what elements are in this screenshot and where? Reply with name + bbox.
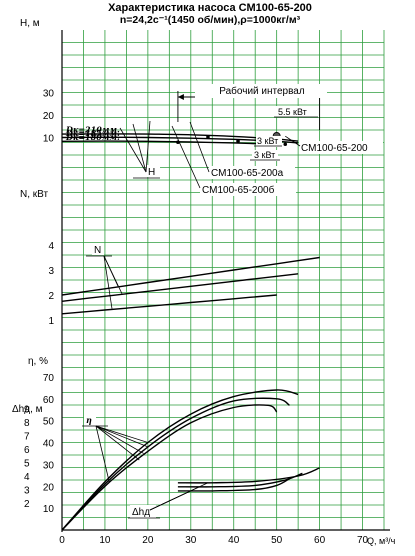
x-tick-label: 20 xyxy=(142,535,154,546)
eta-letter-bg xyxy=(84,413,96,425)
efficiency-y-tick-label: 60 xyxy=(43,395,55,406)
h-letter-bg xyxy=(146,165,160,177)
power-label-bg-2 xyxy=(256,136,282,147)
h-leader-3 xyxy=(145,120,151,173)
npsh-curve-1 xyxy=(177,467,320,484)
model-leader-2 xyxy=(189,121,210,173)
power-y-tick-label: 4 xyxy=(48,241,54,252)
model-label-bg-1 xyxy=(299,141,383,154)
npsh-y-tick-label: 5 xyxy=(24,459,30,470)
head-curve-3 xyxy=(61,140,277,146)
n-letter-bg xyxy=(92,243,104,255)
efficiency-y-tick-label: 20 xyxy=(43,482,55,493)
efficiency-y-tick-label: 70 xyxy=(43,373,55,384)
x-tick-label: 70 xyxy=(357,535,369,546)
power-curve-1 xyxy=(61,256,320,296)
model-leader-3 xyxy=(171,125,201,189)
eta-leader-1 xyxy=(95,425,148,443)
model-label-bg-2 xyxy=(209,166,295,179)
eta-leader-4 xyxy=(95,425,140,461)
efficiency-curve-1 xyxy=(61,389,299,531)
x-tick-label: 10 xyxy=(99,535,111,546)
operating-point xyxy=(206,135,210,139)
x-tick-label: 50 xyxy=(271,535,283,546)
efficiency-y-tick-label: 40 xyxy=(43,439,55,450)
npsh-leader-3 xyxy=(149,490,191,511)
head-series-label-2: Dк=185мм. xyxy=(65,128,120,138)
chart-subtitle: n=24,2с⁻¹(1450 об/мин),ρ=1000кг/м³ xyxy=(119,14,301,26)
head-y-tick-label: 20 xyxy=(43,111,55,122)
power-curve-letter: N xyxy=(94,245,101,256)
npsh-curve-2 xyxy=(177,472,303,488)
model-label-2: СМ100-65-200а xyxy=(211,168,284,179)
operating-point xyxy=(283,142,288,147)
power-label-2: 3 кВт xyxy=(257,136,278,146)
npsh-y-tick-label: 4 xyxy=(24,472,30,483)
head-y-axis-label: H, м xyxy=(20,18,40,29)
eta-leader-3 xyxy=(95,425,144,454)
operating-point xyxy=(236,139,240,143)
h-leader-1 xyxy=(119,127,147,173)
npsh-y-tick-label: 2 xyxy=(24,499,30,510)
power-label-3: 3 кВт xyxy=(254,150,275,160)
efficiency-curve-3 xyxy=(61,404,278,531)
power-y-tick-label: 1 xyxy=(48,316,54,327)
eta-leader-2 xyxy=(95,425,149,448)
efficiency-y-tick-label: 10 xyxy=(43,504,55,515)
power-y-axis-label: N, кВт xyxy=(20,189,48,200)
npsh-letter-bg xyxy=(130,505,156,519)
power-label-bg-1 xyxy=(276,106,314,117)
work-interval-arrow-left xyxy=(177,94,184,100)
x-tick-label: 60 xyxy=(314,535,326,546)
head-y-tick-label: 30 xyxy=(43,89,55,100)
npsh-y-tick-label: 3 xyxy=(24,486,30,497)
head-series-label-3: Dк=180мм. xyxy=(65,132,120,142)
efficiency-curve-letter: η xyxy=(86,415,92,425)
npsh-y-tick-label: 9 xyxy=(24,405,30,416)
head-y-tick-label: 10 xyxy=(43,134,55,145)
x-tick-label: 30 xyxy=(185,535,197,546)
npsh-curve-3 xyxy=(177,478,290,492)
n-leader-3 xyxy=(103,255,113,309)
x-tick-label: 40 xyxy=(228,535,240,546)
power-y-tick-label: 3 xyxy=(48,266,54,277)
power-y-tick-label: 2 xyxy=(48,291,54,302)
head-curve-letter: H xyxy=(148,167,155,178)
power-curve-2 xyxy=(61,273,299,302)
efficiency-y-tick-label: 50 xyxy=(43,417,55,428)
efficiency-y-axis-label: η, % xyxy=(28,356,48,367)
eta-leader-5 xyxy=(95,425,110,482)
work-interval-label-bg xyxy=(195,84,327,98)
efficiency-y-tick-label: 30 xyxy=(43,460,55,471)
model-label-3: СМ100-65-200б xyxy=(202,184,275,196)
power-label-1: 5.5 кВт xyxy=(278,107,307,117)
npsh-y-tick-label: 8 xyxy=(24,418,30,429)
x-tick-label: 0 xyxy=(59,535,65,546)
h-leader-2 xyxy=(132,123,147,173)
model-label-bg-3 xyxy=(200,183,296,196)
npsh-y-tick-label: 7 xyxy=(24,432,30,443)
n-leader-2 xyxy=(103,255,123,294)
model-leader-1 xyxy=(285,135,301,147)
efficiency-curve-2 xyxy=(61,397,290,531)
work-interval-label: Рабочий интервал xyxy=(219,85,305,97)
npsh-y-tick-label: 6 xyxy=(24,445,30,456)
power-curve-3 xyxy=(61,294,277,315)
npsh-y-axis-label: Δhд, м xyxy=(12,404,43,415)
x-axis-label: Q, м³/ч xyxy=(367,536,396,546)
npsh-curve-letter: Δhд xyxy=(132,507,150,518)
chart-title: Характеристика насоса СМ100-65-200 xyxy=(108,2,312,14)
power-label-bg-3 xyxy=(252,150,278,161)
head-series-label-1: Dк=210мм. xyxy=(65,125,120,135)
model-label-1: СМ100-65-200 xyxy=(301,143,368,154)
